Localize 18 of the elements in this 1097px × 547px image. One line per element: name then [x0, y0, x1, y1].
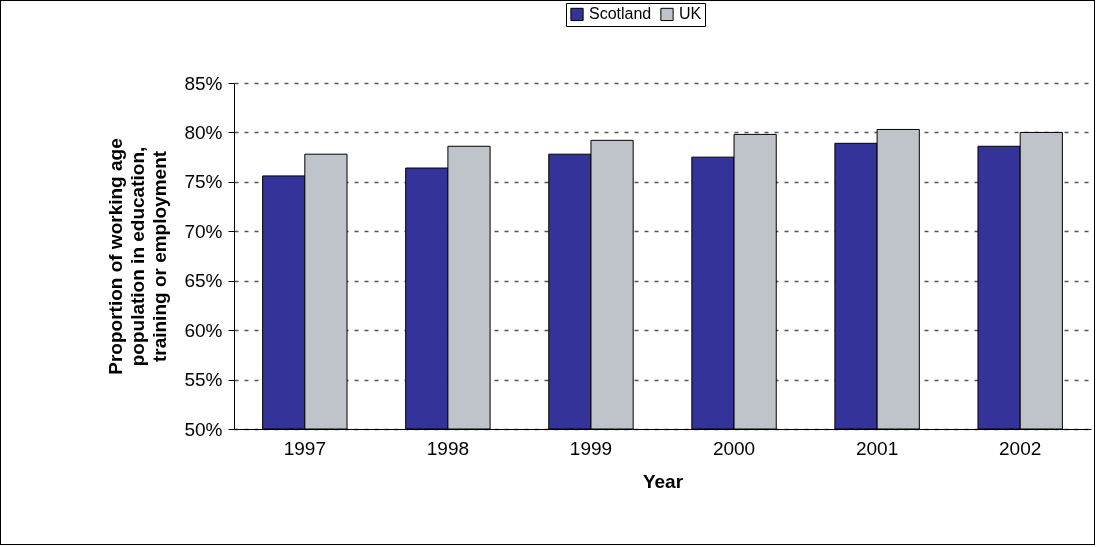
- x-tick-label: 2002: [999, 437, 1042, 459]
- legend-label: Scotland: [589, 5, 652, 23]
- y-tick-label: 85%: [184, 72, 223, 94]
- y-tick-label: 55%: [184, 369, 223, 391]
- x-tick-label: 1998: [426, 437, 470, 459]
- y-tick-label: 60%: [184, 319, 223, 341]
- y-tick-label: 70%: [184, 220, 223, 242]
- y-tick-label: 65%: [184, 270, 223, 292]
- y-axis-title: Proportion of working age population in education, training or employment: [105, 138, 171, 375]
- y-tick-label: 75%: [184, 171, 223, 193]
- x-tick-label: 1997: [283, 437, 326, 459]
- y-tick-label: 50%: [184, 418, 223, 440]
- legend-label: UK: [679, 5, 702, 23]
- y-tick-label: 80%: [184, 121, 223, 143]
- x-tick-label: 1999: [569, 437, 613, 459]
- x-axis-title: Year: [642, 470, 684, 492]
- x-tick-label: 2001: [855, 437, 899, 459]
- x-tick-label: 2000: [712, 437, 756, 459]
